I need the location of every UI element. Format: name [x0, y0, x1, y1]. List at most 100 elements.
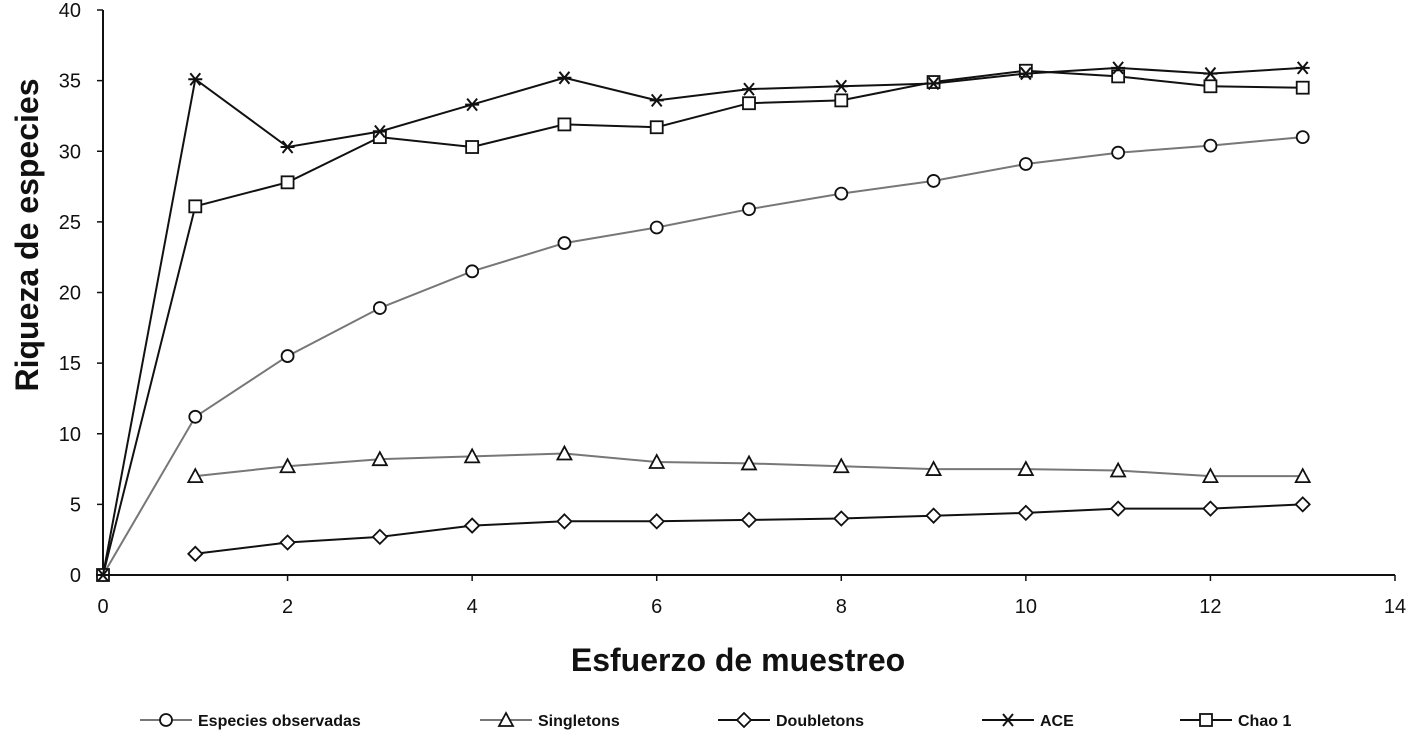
point-especies-observadas	[465, 264, 480, 279]
y-tick-label: 5	[70, 494, 81, 516]
legend-label: Especies observadas	[198, 713, 361, 730]
point-doubletons	[925, 507, 942, 524]
legend-marker-singletons	[497, 711, 515, 727]
point-doubletons	[1202, 500, 1219, 517]
point-especies-observadas	[372, 301, 387, 315]
y-tick-label: 30	[59, 141, 81, 163]
point-chao-1	[834, 93, 849, 108]
point-ace	[1295, 61, 1310, 75]
x-tick-label: 0	[97, 596, 108, 618]
x-tick-label: 2	[282, 596, 293, 618]
point-chao-1	[1295, 80, 1310, 95]
y-axis-title: Riqueza de especies	[9, 78, 45, 391]
point-chao-1	[557, 117, 572, 132]
point-especies-observadas	[649, 220, 664, 235]
legend-label: ACE	[1040, 713, 1074, 730]
y-tick-label: 15	[59, 353, 81, 375]
point-singletons	[186, 467, 204, 484]
point-ace	[649, 93, 664, 108]
point-chao-1	[1203, 79, 1218, 94]
point-chao-1	[188, 199, 203, 214]
series-layer	[96, 61, 1312, 582]
point-singletons	[1017, 460, 1035, 476]
point-doubletons	[1017, 504, 1035, 522]
legend-label: Chao 1	[1238, 713, 1291, 730]
point-especies-observadas	[834, 186, 849, 201]
x-tick-label: 6	[651, 596, 662, 618]
point-especies-observadas	[1295, 130, 1310, 145]
point-ace	[1111, 61, 1126, 75]
point-doubletons	[1109, 500, 1127, 517]
point-chao-1	[649, 120, 664, 135]
point-ace	[1018, 66, 1033, 81]
x-tick-label: 4	[467, 596, 478, 618]
point-especies-observadas	[1203, 138, 1218, 153]
legend-item-doubletons: Doubletons	[718, 711, 864, 730]
point-especies-observadas	[1018, 157, 1033, 171]
point-ace	[280, 140, 295, 154]
point-doubletons	[371, 528, 389, 546]
point-doubletons	[279, 534, 296, 551]
point-especies-observadas	[280, 349, 295, 363]
point-ace	[372, 124, 387, 139]
point-especies-observadas	[742, 202, 756, 217]
series-line-chao-1	[102, 69, 1303, 576]
point-doubletons	[556, 513, 573, 530]
point-especies-observadas	[188, 409, 203, 424]
series-especies-observadas	[96, 130, 1310, 582]
point-ace	[926, 76, 941, 91]
point-singletons	[371, 450, 389, 467]
point-ace	[465, 97, 480, 112]
point-doubletons	[740, 511, 758, 529]
point-chao-1	[1111, 69, 1126, 84]
y-tick-label: 35	[59, 71, 81, 93]
x-tick-label: 8	[836, 596, 847, 618]
x-tick-label: 10	[1015, 596, 1037, 618]
point-especies-observadas	[1111, 145, 1126, 160]
legend-item-chao-1: Chao 1	[1180, 713, 1291, 730]
point-chao-1	[280, 175, 295, 190]
point-singletons	[1201, 467, 1219, 484]
point-singletons	[463, 447, 481, 464]
point-singletons	[925, 460, 943, 476]
point-doubletons	[1294, 496, 1311, 513]
series-line-ace	[102, 66, 1303, 576]
point-especies-observadas	[557, 236, 572, 250]
legend-marker-chao-1	[1199, 713, 1213, 727]
series-singletons	[186, 444, 1312, 484]
legend-label: Doubletons	[776, 713, 864, 730]
point-ace	[96, 568, 110, 582]
legend-item-singletons: Singletons	[480, 711, 620, 730]
point-singletons	[832, 457, 850, 474]
series-ace	[96, 61, 1310, 582]
point-singletons	[1109, 461, 1127, 478]
legend-marker-especies-observadas	[159, 713, 173, 727]
series-doubletons	[187, 496, 1311, 563]
y-tick-label: 0	[70, 565, 81, 587]
y-tick-label: 20	[59, 283, 81, 305]
axes: 0 2 4 6 8 10 12 14 0 5 10 15 20 25 30 35 40	[59, 0, 1406, 618]
point-ace	[557, 71, 572, 85]
point-doubletons	[187, 545, 204, 563]
point-singletons	[740, 454, 758, 471]
point-singletons	[648, 453, 666, 469]
point-chao-1	[742, 96, 756, 111]
series-line-especies-observadas	[102, 136, 1303, 576]
point-ace	[188, 72, 203, 86]
point-singletons	[279, 457, 297, 474]
y-tick-label: 10	[59, 424, 81, 446]
point-ace	[834, 79, 849, 93]
point-chao-1	[465, 140, 480, 154]
legend-item-especies-observadas: Especies observadas	[140, 713, 361, 730]
point-ace	[1203, 66, 1218, 81]
point-ace	[742, 82, 756, 96]
series-chao-1	[96, 63, 1310, 582]
point-doubletons	[463, 517, 481, 534]
legend-marker-doubletons	[735, 711, 753, 729]
point-doubletons	[833, 510, 850, 527]
legend-label: Singletons	[538, 713, 620, 730]
legend: Especies observadas Singletons Doubletons A…	[140, 711, 1291, 730]
point-singletons	[555, 444, 573, 461]
point-especies-observadas	[926, 174, 941, 188]
